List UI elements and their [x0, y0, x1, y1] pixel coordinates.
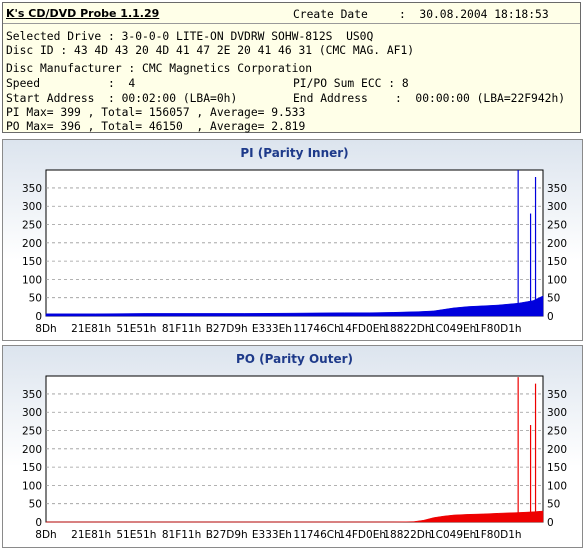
y-tick-label-right: 150 — [547, 462, 567, 474]
y-tick-label-right: 250 — [547, 220, 567, 232]
y-tick-label-left: 50 — [29, 499, 42, 511]
pi-chart-panel: PI (Parity Inner) 0 0 50 50 100 100 150 150 200 20… — [2, 139, 583, 341]
y-tick-label-right: 200 — [547, 444, 567, 456]
y-tick-label-left: 350 — [22, 183, 42, 195]
x-tick-label: B27D9h — [206, 323, 248, 335]
x-tick-label: 14FD0Eh — [339, 323, 386, 335]
y-tick-label-right: 50 — [547, 499, 560, 511]
series-area — [46, 510, 544, 523]
y-tick-label-right: 300 — [547, 201, 567, 213]
app-title: K's CD/DVD Probe 1.1.29 — [6, 7, 160, 20]
x-tick-label: 51E51h — [116, 323, 156, 335]
create-date-value: : 30.08.2004 18:18:53 — [399, 8, 549, 21]
y-tick-label-left: 0 — [35, 517, 42, 529]
y-tick-label-left: 200 — [22, 444, 42, 456]
y-tick-label-left: 150 — [22, 462, 42, 474]
end-address: End Address : 00:00:00 (LBA=22F942h) — [293, 92, 566, 105]
po-chart-panel: PO (Parity Outer) 0 0 50 50 100 100 150 150 200 20… — [2, 345, 583, 548]
y-tick-label-left: 250 — [22, 220, 42, 232]
selected-drive: Selected Drive : 3-0-0-0 LITE-ON DVDRW S… — [6, 30, 374, 43]
po-stats: PO Max= 396 , Total= 46150 , Average= 2.… — [6, 120, 306, 133]
x-tick-label: 14FD0Eh — [339, 529, 386, 541]
create-date-label: Create Date — [293, 8, 368, 21]
x-tick-label: 8Dh — [35, 529, 56, 541]
x-tick-label: E333Eh — [252, 323, 292, 335]
y-tick-label-right: 200 — [547, 238, 567, 250]
y-tick-label-left: 200 — [22, 238, 42, 250]
y-tick-label-left: 100 — [22, 480, 42, 492]
x-tick-label: B27D9h — [206, 529, 248, 541]
chart-title: PO (Parity Outer) — [236, 352, 353, 366]
start-address: Start Address : 00:02:00 (LBA=0h) — [6, 92, 238, 105]
x-tick-label: 1C049Eh — [429, 323, 476, 335]
x-tick-label: 1C049Eh — [429, 529, 476, 541]
x-tick-label: 81F11h — [162, 323, 201, 335]
y-tick-label-left: 350 — [22, 389, 42, 401]
x-tick-label: 8Dh — [35, 323, 56, 335]
disc-id: Disc ID : 43 4D 43 20 4D 41 47 2E 20 41 … — [6, 44, 415, 57]
y-tick-label-left: 300 — [22, 201, 42, 213]
y-tick-label-right: 100 — [547, 480, 567, 492]
y-tick-label-left: 150 — [22, 256, 42, 268]
pi-stats: PI Max= 399 , Total= 156057 , Average= 9… — [6, 106, 306, 119]
x-tick-label: 11746Ch — [293, 323, 340, 335]
y-tick-label-right: 150 — [547, 256, 567, 268]
disc-manufacturer: Disc Manufacturer : CMC Magnetics Corpor… — [6, 62, 313, 75]
chart-title: PI (Parity Inner) — [240, 146, 348, 160]
pipo-sum-ecc: PI/PO Sum ECC : 8 — [293, 77, 409, 90]
y-tick-label-right: 350 — [547, 183, 567, 195]
y-tick-label-left: 300 — [22, 407, 42, 419]
speed: Speed : 4 — [6, 77, 136, 90]
x-tick-label: 21E81h — [71, 529, 111, 541]
y-tick-label-left: 50 — [29, 293, 42, 305]
y-tick-label-right: 100 — [547, 274, 567, 286]
x-tick-label: 1F80D1h — [474, 529, 522, 541]
x-tick-label: 81F11h — [162, 529, 201, 541]
title-divider — [3, 23, 580, 24]
pi-chart: PI (Parity Inner) 0 0 50 50 100 100 150 150 200 20… — [22, 146, 567, 335]
x-tick-label: 18822Dh — [383, 323, 431, 335]
y-tick-label-right: 350 — [547, 389, 567, 401]
y-tick-label-left: 250 — [22, 426, 42, 438]
y-tick-label-right: 250 — [547, 426, 567, 438]
po-chart: PO (Parity Outer) 0 0 50 50 100 100 150 150 200 20… — [22, 352, 567, 541]
series-area — [45, 295, 544, 317]
y-tick-label-left: 0 — [35, 311, 42, 323]
x-tick-label: 11746Ch — [293, 529, 340, 541]
y-tick-label-right: 0 — [547, 517, 554, 529]
y-tick-label-right: 300 — [547, 407, 567, 419]
x-tick-label: 18822Dh — [383, 529, 431, 541]
x-tick-label: 1F80D1h — [474, 323, 522, 335]
disc-info-panel: K's CD/DVD Probe 1.1.29 Create Date : 30… — [2, 2, 581, 133]
y-tick-label-left: 100 — [22, 274, 42, 286]
y-tick-label-right: 0 — [547, 311, 554, 323]
x-tick-label: 51E51h — [116, 529, 156, 541]
x-tick-label: 21E81h — [71, 323, 111, 335]
y-tick-label-right: 50 — [547, 293, 560, 305]
x-tick-label: E333Eh — [252, 529, 292, 541]
